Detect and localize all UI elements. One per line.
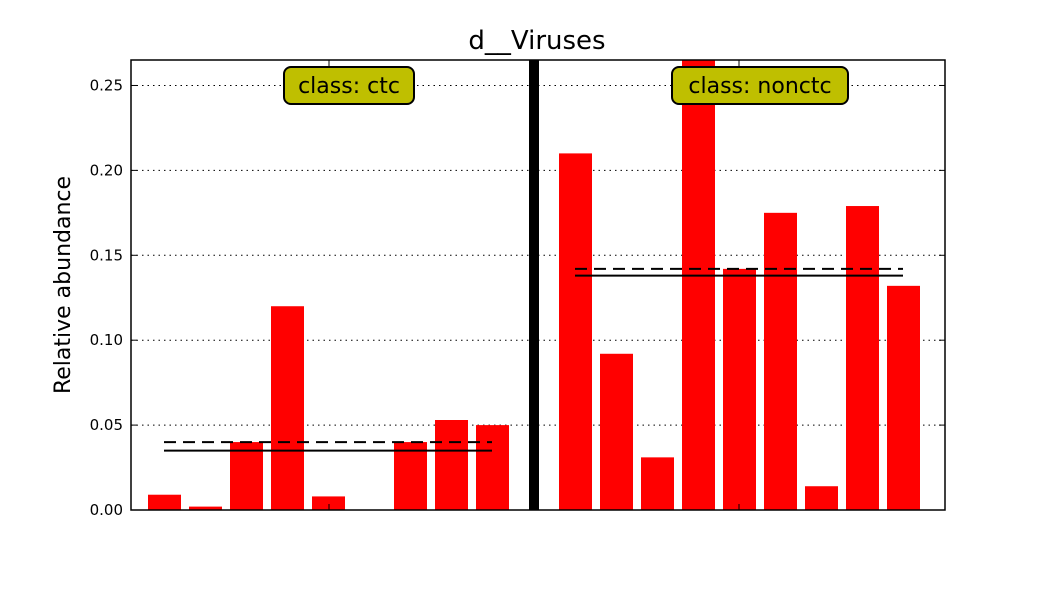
bar bbox=[682, 60, 715, 510]
y-tick-label: 0.25 bbox=[90, 76, 123, 94]
class-labels: class: ctc class: nonctc bbox=[283, 66, 849, 105]
class-label-box bbox=[283, 66, 415, 105]
group-mean-median-lines bbox=[164, 267, 903, 452]
bar bbox=[846, 206, 879, 511]
bar bbox=[559, 153, 592, 510]
bar bbox=[189, 506, 222, 510]
class-label-box bbox=[671, 66, 849, 105]
bar bbox=[600, 353, 633, 510]
y-tick-label: 0.15 bbox=[90, 246, 123, 264]
bar bbox=[764, 212, 797, 510]
bars bbox=[148, 60, 920, 511]
class-label: class: nonctc bbox=[688, 74, 831, 99]
y-tick-label: 0.20 bbox=[90, 161, 123, 179]
plot-frame bbox=[130, 59, 946, 511]
bar bbox=[805, 486, 838, 510]
class-separator bbox=[529, 60, 539, 510]
y-tick-label: 0.10 bbox=[90, 331, 123, 349]
bar bbox=[723, 268, 756, 510]
y-axis-ticks: 0.00 0.05 0.10 0.15 0.20 0.25 bbox=[90, 60, 945, 519]
bar bbox=[312, 496, 345, 510]
chart-title: d__Viruses bbox=[468, 26, 605, 56]
y-tick-label: 0.00 bbox=[90, 501, 123, 519]
bar bbox=[148, 494, 181, 510]
bar bbox=[394, 442, 427, 510]
bar bbox=[641, 457, 674, 510]
bar bbox=[271, 306, 304, 510]
bar bbox=[230, 442, 263, 510]
bar bbox=[435, 420, 468, 510]
class-label: class: ctc bbox=[298, 74, 400, 99]
y-tick-label: 0.05 bbox=[90, 416, 123, 434]
bar bbox=[887, 285, 920, 510]
bar bbox=[476, 425, 509, 510]
y-axis-label: Relative abundance bbox=[51, 176, 76, 394]
